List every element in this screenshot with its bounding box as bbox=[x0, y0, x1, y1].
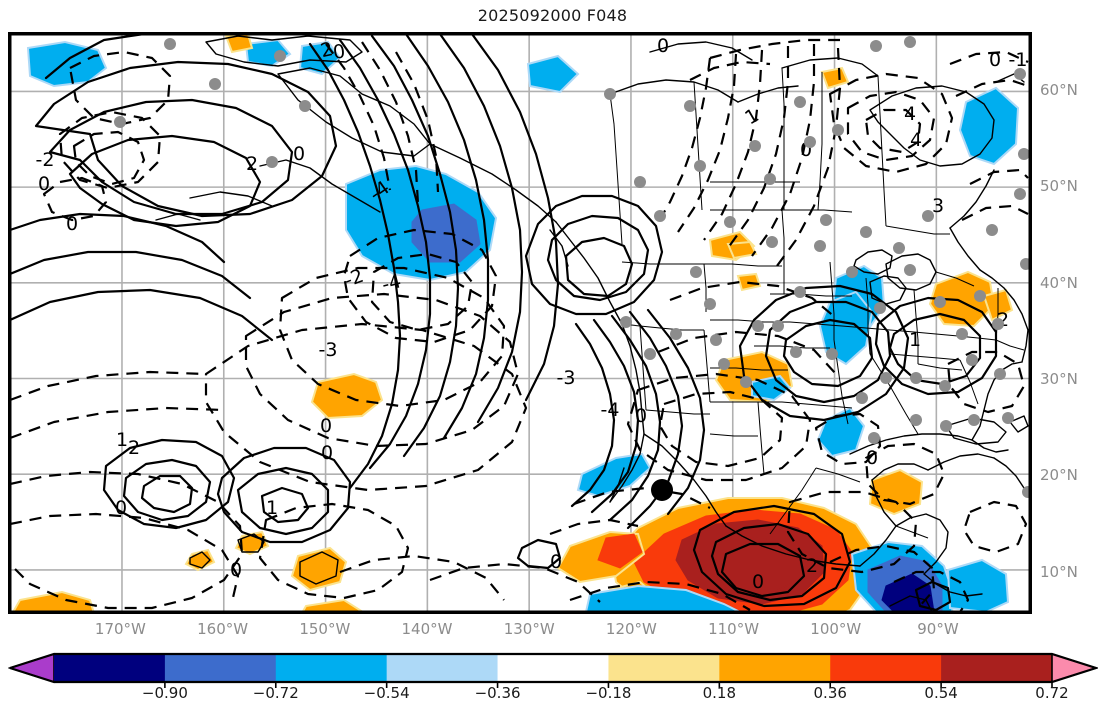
svg-text:4: 4 bbox=[910, 129, 922, 151]
lat-tick-label: 30°N bbox=[1040, 369, 1078, 388]
svg-text:-1: -1 bbox=[1009, 49, 1028, 71]
lon-tick-label: 120°W bbox=[605, 620, 657, 638]
lon-tick-label: 130°W bbox=[503, 620, 555, 638]
lat-tick-label: 50°N bbox=[1040, 177, 1078, 196]
lat-tick-label: 10°N bbox=[1040, 562, 1078, 581]
colorbar-tick-label: −0.72 bbox=[252, 684, 299, 702]
lon-tick-label: 90°W bbox=[917, 620, 959, 638]
colorbar-segment bbox=[275, 654, 388, 682]
svg-text:0: 0 bbox=[866, 447, 878, 469]
svg-text:0: 0 bbox=[752, 571, 764, 593]
svg-text:2: 2 bbox=[806, 555, 818, 577]
colorbar-segment bbox=[54, 654, 166, 682]
lat-tick-label: 40°N bbox=[1040, 273, 1078, 292]
colorbar-tick-label: −0.36 bbox=[474, 684, 521, 702]
lat-tick-label: 60°N bbox=[1040, 80, 1078, 99]
svg-text:0: 0 bbox=[989, 49, 1001, 71]
svg-text:0: 0 bbox=[635, 405, 647, 427]
svg-text:0: 0 bbox=[38, 173, 50, 195]
colorbar-outline bbox=[9, 652, 1098, 684]
svg-text:1: 1 bbox=[909, 329, 921, 351]
svg-text:1: 1 bbox=[116, 429, 128, 451]
colorbar-segment bbox=[497, 654, 609, 682]
storm-position-marker bbox=[651, 479, 673, 501]
svg-text:0: 0 bbox=[66, 213, 78, 235]
colorbar-tick-label: 0.72 bbox=[1035, 684, 1069, 702]
colorbar-segment bbox=[164, 654, 277, 682]
colorbar-canvas bbox=[8, 652, 1098, 688]
svg-text:0: 0 bbox=[230, 559, 242, 581]
page-title: 2025092000 F048 bbox=[477, 6, 628, 25]
svg-text:0: 0 bbox=[320, 415, 332, 437]
solid-contour-layer bbox=[10, 34, 998, 612]
lon-tick-label: 170°W bbox=[94, 620, 146, 638]
colorbar-segment bbox=[386, 654, 499, 682]
map-plot-area: 2 0 0 0 -1 -2 0 0 2 0 4 -4 -2 -4 -3 0 0 bbox=[8, 32, 1032, 614]
svg-text:-3: -3 bbox=[319, 339, 338, 361]
colorbar-tick-label: −0.54 bbox=[363, 684, 410, 702]
colorbar-segment bbox=[830, 654, 942, 682]
svg-text:4: 4 bbox=[904, 103, 916, 125]
lon-tick-label: 160°W bbox=[197, 620, 249, 638]
colorbar-tick-label: 0.54 bbox=[924, 684, 958, 702]
colorbar-segment bbox=[941, 654, 1053, 682]
svg-text:-2: -2 bbox=[36, 149, 55, 171]
svg-text:3: 3 bbox=[932, 195, 944, 217]
colorbar-segment bbox=[608, 654, 720, 682]
lon-tick-label: 110°W bbox=[708, 620, 760, 638]
lon-tick-label: 140°W bbox=[401, 620, 453, 638]
svg-text:0: 0 bbox=[550, 551, 562, 573]
svg-text:0: 0 bbox=[657, 35, 669, 57]
colorbar-tick-label: 0.18 bbox=[702, 684, 737, 702]
svg-text:-4: -4 bbox=[380, 270, 404, 296]
map-canvas: 2 0 0 0 -1 -2 0 0 2 0 4 -4 -2 -4 -3 0 0 bbox=[10, 34, 1030, 612]
colorbar[interactable] bbox=[8, 652, 1098, 690]
dashed-contour-layer bbox=[10, 38, 1029, 612]
svg-text:0: 0 bbox=[115, 497, 127, 519]
svg-text:2: 2 bbox=[246, 153, 258, 175]
svg-text:0: 0 bbox=[321, 442, 333, 464]
svg-text:-4: -4 bbox=[601, 399, 620, 421]
colorbar-over-arrow bbox=[1051, 652, 1098, 684]
svg-text:2: 2 bbox=[319, 38, 335, 62]
lon-tick-label: 150°W bbox=[299, 620, 351, 638]
svg-text:-3: -3 bbox=[557, 367, 576, 389]
svg-text:2: 2 bbox=[128, 437, 140, 459]
svg-text:0: 0 bbox=[332, 40, 347, 63]
colorbar-tick-label: 0.36 bbox=[813, 684, 847, 702]
station-marker-layer bbox=[114, 36, 1030, 498]
colorbar-tick-label: −0.90 bbox=[141, 684, 188, 702]
lon-tick-label: 100°W bbox=[810, 620, 862, 638]
lat-tick-label: 20°N bbox=[1040, 466, 1078, 485]
contour-label-layer: 2 0 0 0 -1 -2 0 0 2 0 4 -4 -2 -4 -3 0 0 bbox=[36, 35, 1028, 593]
colorbar-segment bbox=[719, 654, 831, 682]
svg-text:0: 0 bbox=[293, 143, 305, 165]
svg-text:1: 1 bbox=[266, 497, 278, 519]
colorbar-under-arrow bbox=[8, 652, 55, 684]
colorbar-tick-label: −0.18 bbox=[585, 684, 632, 702]
